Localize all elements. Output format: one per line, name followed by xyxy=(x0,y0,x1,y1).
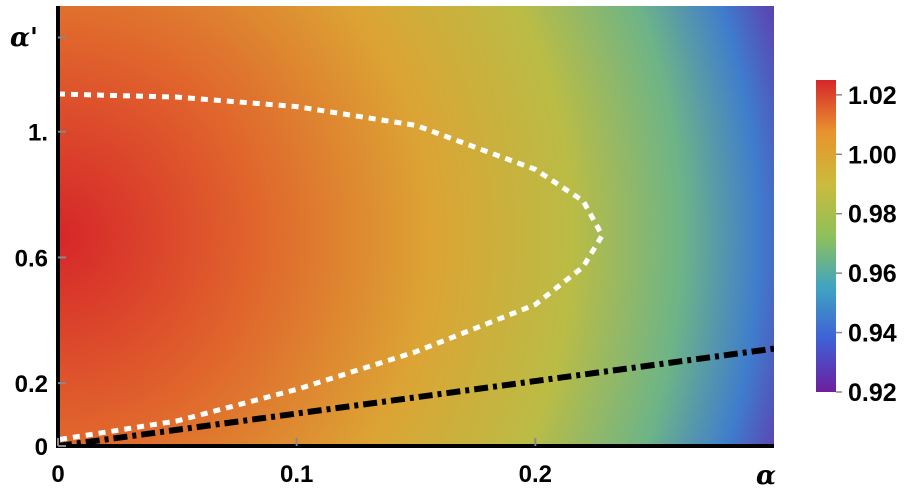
heatmap-field xyxy=(58,6,774,446)
colorbar xyxy=(816,80,836,392)
black-dash-dot-line xyxy=(58,345,774,446)
y-tick-label: 0.2 xyxy=(15,371,48,398)
colorbar-tick-label: 1.02 xyxy=(848,82,897,110)
white-dotted-contour xyxy=(58,91,605,443)
colorbar-tick-label: 0.96 xyxy=(848,260,897,288)
colorbar-tick-label: 1.00 xyxy=(848,141,897,169)
y-tick-label: 0 xyxy=(35,434,48,461)
x-tick-label: 0 xyxy=(51,461,64,488)
colorbar-tick-label: 0.98 xyxy=(848,201,897,229)
x-tick-label: 0.2 xyxy=(519,461,552,488)
y-tick-label: 1. xyxy=(28,120,48,147)
colorbar-tick-label: 0.92 xyxy=(848,379,897,407)
x-axis-label: α xyxy=(756,461,776,491)
x-tick-label: 0.1 xyxy=(280,461,313,488)
colorbar-tick-label: 0.94 xyxy=(848,320,897,348)
y-tick-label: 0.6 xyxy=(15,245,48,272)
y-axis-label: α' xyxy=(10,23,38,53)
